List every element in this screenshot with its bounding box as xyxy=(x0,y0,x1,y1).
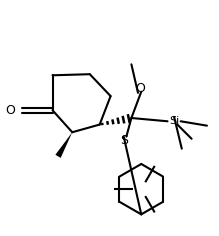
Text: O: O xyxy=(5,104,15,117)
Text: Si: Si xyxy=(169,116,179,126)
Text: S: S xyxy=(120,135,128,148)
Polygon shape xyxy=(55,132,72,158)
Text: O: O xyxy=(135,82,145,95)
